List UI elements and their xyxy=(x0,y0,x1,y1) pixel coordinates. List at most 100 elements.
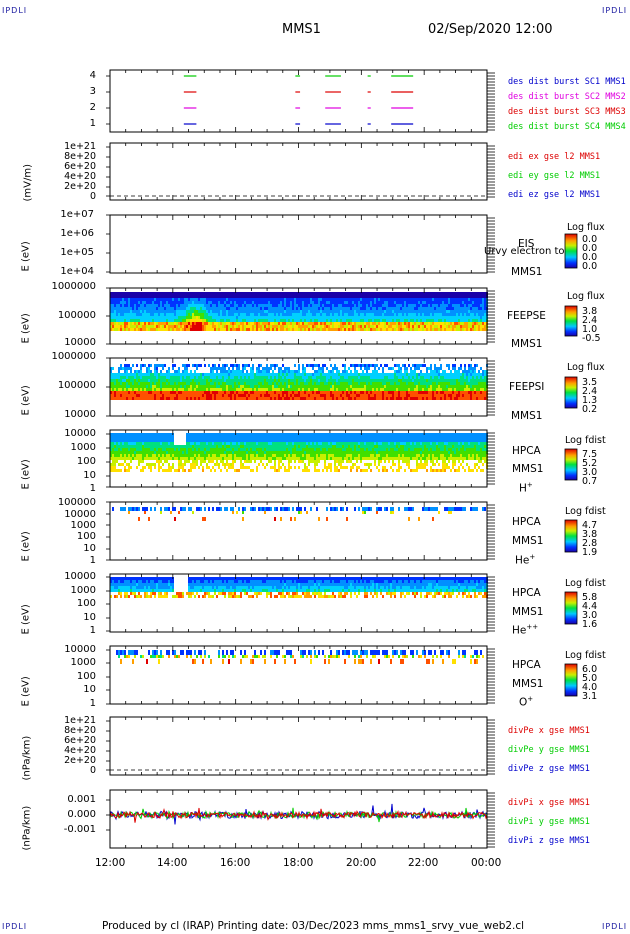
spectrogram-cell xyxy=(216,367,218,370)
spectrogram-cell xyxy=(112,304,114,307)
spectrogram-cell xyxy=(470,373,472,376)
spectrogram-cell xyxy=(458,301,460,304)
spectrogram-cell xyxy=(120,322,122,325)
spectrogram-cell xyxy=(460,295,462,298)
spectrogram-cell xyxy=(258,373,260,376)
spectrogram-cell xyxy=(408,316,410,319)
spectrogram-cell xyxy=(200,445,202,448)
spectrogram-cell xyxy=(484,319,486,322)
spectrogram-cell xyxy=(346,319,348,322)
spectrogram-cell xyxy=(280,328,282,331)
spectrogram-cell xyxy=(294,379,296,382)
spectrogram-cell xyxy=(160,382,162,385)
spectrogram-cell xyxy=(316,394,318,397)
spectrogram-cell xyxy=(136,466,138,469)
spectrogram-cell xyxy=(112,298,114,301)
spectrogram-cell xyxy=(202,457,204,460)
spectrogram-cell xyxy=(254,298,256,301)
spectrogram-cell xyxy=(310,313,312,316)
spectrogram-cell xyxy=(336,307,338,310)
spectrogram-cell xyxy=(344,379,346,382)
spectrogram-cell xyxy=(286,313,288,316)
spectrogram-cell xyxy=(228,367,230,370)
spectrogram-cell xyxy=(344,316,346,319)
spectrogram-cell xyxy=(464,298,466,301)
spectrogram-cell xyxy=(232,328,234,331)
spectrogram-cell xyxy=(468,325,470,328)
spectrogram-cell xyxy=(302,379,304,382)
spectrogram-cell xyxy=(136,364,138,367)
spectrogram-cell xyxy=(408,379,410,382)
spectrogram-cell xyxy=(148,370,150,373)
spectrogram-cell xyxy=(250,388,252,391)
spectrogram-cell xyxy=(264,370,266,373)
spectrogram-cell xyxy=(276,298,278,301)
spectrogram-cell xyxy=(424,325,426,328)
spectrogram-cell xyxy=(150,304,152,307)
spectrogram-cell xyxy=(180,376,182,379)
spectrogram-cell xyxy=(152,451,154,454)
spectrogram-cell xyxy=(140,307,142,310)
spectrogram-cell xyxy=(172,445,174,448)
spectrogram-cell xyxy=(334,391,336,394)
spectrogram-cell xyxy=(206,322,208,325)
spectrogram-cell xyxy=(482,316,484,319)
spectrogram-cell xyxy=(452,307,454,310)
spectrogram-cell xyxy=(310,391,312,394)
spectrogram-cell xyxy=(218,292,220,295)
spectrogram-cell xyxy=(438,385,440,388)
spectrogram-cell xyxy=(222,385,224,388)
spectrogram-cell xyxy=(270,367,272,370)
spectrogram-cell xyxy=(194,454,196,457)
spectrogram-cell xyxy=(466,322,468,325)
spectrogram-cell xyxy=(200,325,202,328)
spectrogram-cell xyxy=(442,322,444,325)
spectrogram-cell xyxy=(116,304,118,307)
spectrogram-cell xyxy=(464,292,466,295)
spectrogram-cell xyxy=(438,292,440,295)
spectrogram-cell xyxy=(410,370,412,373)
spectrogram-cell xyxy=(422,397,424,400)
spectrogram-cell xyxy=(282,319,284,322)
spectrogram-cell xyxy=(364,364,366,367)
spectrogram-cell xyxy=(374,397,376,400)
spectrogram-cell xyxy=(342,307,344,310)
spectrogram-cell xyxy=(268,313,270,316)
spectrogram-cell xyxy=(136,388,138,391)
spectrogram-cell xyxy=(214,328,216,331)
spectrogram-cell xyxy=(152,292,154,295)
spectrogram-cell xyxy=(438,301,440,304)
spectrogram-cell xyxy=(474,379,476,382)
spectrogram-cell xyxy=(228,322,230,325)
spectrogram-cell xyxy=(130,325,132,328)
spectrogram-cell xyxy=(258,301,260,304)
spectrogram-cell xyxy=(272,397,274,400)
spectrogram-cell xyxy=(338,322,340,325)
spectrogram-cell xyxy=(370,394,372,397)
spectrogram-cell xyxy=(292,385,294,388)
spectrogram-cell xyxy=(288,307,290,310)
spectrogram-cell xyxy=(416,307,418,310)
spectrogram-cell xyxy=(350,385,352,388)
spectrogram-cell xyxy=(322,367,324,370)
spectrogram-cell xyxy=(112,397,114,400)
spectrogram-cell xyxy=(308,322,310,325)
spectrogram-cell xyxy=(406,292,408,295)
spectrogram-cell xyxy=(352,316,354,319)
spectrogram-cell xyxy=(238,313,240,316)
spectrogram-cell xyxy=(176,325,178,328)
spectrogram-cell xyxy=(458,310,460,313)
spectrogram-cell xyxy=(328,397,330,400)
spectrogram-cell xyxy=(212,310,214,313)
spectrogram-cell xyxy=(258,382,260,385)
spectrogram-cell xyxy=(346,391,348,394)
spectrogram-cell xyxy=(232,370,234,373)
spectrogram-cell xyxy=(274,325,276,328)
spectrogram-cell xyxy=(298,376,300,379)
spectrogram-cell xyxy=(324,328,326,331)
spectrogram-cell xyxy=(330,304,332,307)
spectrogram-cell xyxy=(110,445,112,448)
spectrogram-cell xyxy=(480,379,482,382)
spectrogram-cell xyxy=(198,364,200,367)
spectrogram-cell xyxy=(312,391,314,394)
